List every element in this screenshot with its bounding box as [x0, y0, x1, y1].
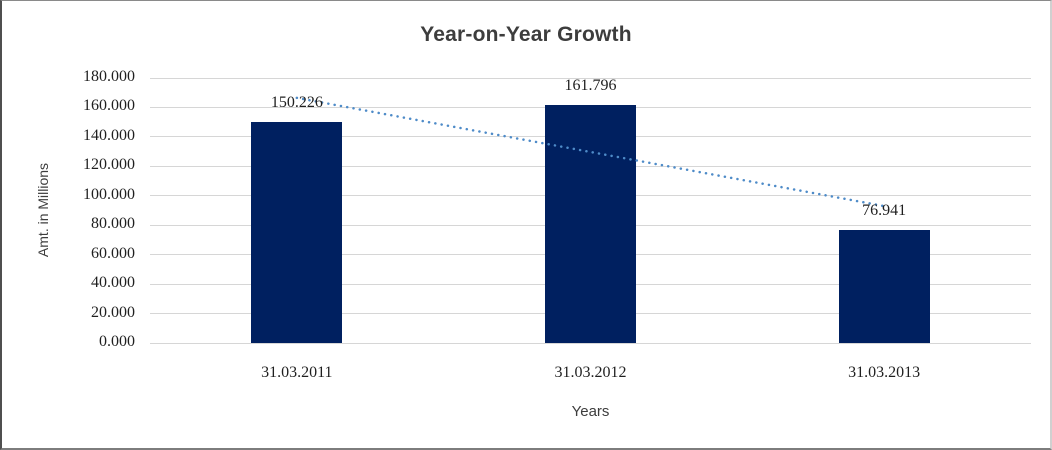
- bar-31.03.2013: [838, 229, 930, 343]
- y-tick-label: 20.000: [91, 303, 135, 321]
- y-tick-label: 100.000: [83, 185, 135, 203]
- y-axis-title: Amt. in Millions: [35, 162, 51, 258]
- x-tick-label: 31.03.2013: [848, 364, 921, 381]
- bar-31.03.2012: [545, 104, 636, 343]
- y-tick-label: 40.000: [91, 274, 135, 292]
- y-tick-label: 180.000: [83, 68, 135, 85]
- plot-area: 150.226 161.796 76.941: [150, 76, 1031, 344]
- x-tick-label: 31.03.2011: [261, 364, 333, 381]
- y-tick-label: 80.000: [91, 215, 135, 233]
- bar-value-label: 150.226: [270, 93, 323, 111]
- bar-value-label: 161.796: [564, 76, 617, 94]
- chart-title: Year-on-Year Growth: [420, 23, 632, 46]
- y-tick-label: 160.000: [83, 97, 135, 115]
- gridline: [150, 77, 1031, 79]
- x-axis-title: Years: [571, 403, 610, 420]
- y-tick-label: 140.000: [83, 126, 135, 144]
- y-tick-label: 120.000: [83, 156, 135, 174]
- bar-value-label: 76.941: [862, 201, 907, 219]
- gridline: [150, 342, 1031, 344]
- x-tick-label: 31.03.2012: [554, 364, 627, 381]
- bar-31.03.2011: [251, 121, 343, 343]
- y-tick-label: 60.000: [91, 244, 135, 262]
- y-tick-label: 0.000: [99, 333, 135, 350]
